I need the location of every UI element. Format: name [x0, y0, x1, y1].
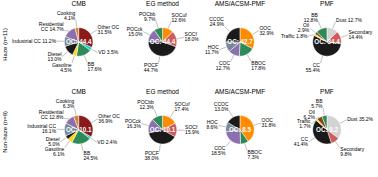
svg-text:Traffic 1.8%: Traffic 1.8% [281, 33, 308, 39]
svg-text:AMS/ACSM-PMF: AMS/ACSM-PMF [215, 88, 266, 95]
svg-text:CC55.4%: CC55.4% [306, 62, 321, 73]
svg-text:BB5.7%: BB5.7% [311, 98, 323, 109]
svg-text:HOC8.6%: HOC8.6% [206, 119, 218, 130]
svg-text:POCbb12.3%: POCbb12.3% [137, 99, 154, 110]
svg-text:POCF38.0%: POCF38.0% [145, 150, 160, 161]
svg-text:Diesel5.0%: Diesel5.0% [46, 136, 60, 147]
svg-text:Other OC36.9%: Other OC36.9% [98, 113, 120, 124]
svg-text:Gasoline6.1%: Gasoline6.1% [45, 146, 65, 157]
svg-text:Gasoline4.5%: Gasoline4.5% [52, 62, 72, 73]
svg-text:CC41.4%: CC41.4% [294, 136, 309, 147]
svg-text:OOC32.9%: OOC32.9% [259, 25, 274, 36]
svg-text:POCck15.0%: POCck15.0% [127, 26, 143, 37]
svg-text:EG method: EG method [146, 0, 179, 7]
svg-text:CCOC13.0%: CCOC13.0% [214, 101, 229, 112]
svg-text:SOCf15.9%: SOCf15.9% [185, 124, 200, 135]
svg-text:OC: 8.5: OC: 8.5 [229, 126, 251, 133]
svg-text:Oil2.9%: Oil2.9% [298, 22, 310, 33]
svg-text:CMB: CMB [71, 0, 85, 7]
svg-text:VD 3.5%: VD 3.5% [98, 49, 118, 55]
svg-text:Cooking6.3%: Cooking6.3% [56, 98, 75, 109]
svg-text:OC: 9.2: OC: 9.2 [316, 126, 338, 133]
svg-text:OC: 10.1: OC: 10.1 [66, 126, 92, 133]
svg-text:Secondary9.8%: Secondary9.8% [340, 146, 364, 157]
svg-text:Other OC31.5%: Other OC31.5% [98, 24, 120, 35]
svg-text:SOCuf12.6%: SOCuf12.6% [172, 12, 188, 23]
svg-text:VD 2.4%: VD 2.4% [97, 139, 117, 145]
svg-text:POCF44.7%: POCF44.7% [144, 62, 159, 73]
svg-text:PMF: PMF [320, 88, 334, 95]
svg-text:OC: 42.7: OC: 42.7 [227, 38, 253, 45]
svg-text:Industrial CC16.1%: Industrial CC16.1% [27, 123, 56, 134]
svg-text:OC: 34.4: OC: 34.4 [314, 38, 340, 45]
html-text:Non-haze (n=9): Non-haze (n=9) [1, 111, 8, 153]
svg-text:OOC31.8%: OOC31.8% [262, 117, 277, 128]
svg-text:BB24.5%: BB24.5% [84, 150, 99, 161]
svg-text:AMS/ACSM-PMF: AMS/ACSM-PMF [215, 0, 266, 7]
svg-text:COC18.5%: COC18.5% [211, 145, 226, 156]
svg-text:CMB: CMB [71, 88, 85, 95]
svg-text:Dust 35.2%: Dust 35.2% [347, 116, 373, 122]
svg-text:Secondary14.4%: Secondary14.4% [348, 29, 372, 40]
svg-text:Traffic1.7%: Traffic1.7% [297, 118, 311, 129]
svg-text:OC: 44.4: OC: 44.4 [66, 38, 92, 45]
svg-text:SOCuf17.4%: SOCuf17.4% [175, 101, 191, 112]
svg-text:POCbb9.7%: POCbb9.7% [139, 11, 156, 22]
svg-text:BB17.6%: BB17.6% [88, 61, 103, 72]
svg-text:HOC11.7%: HOC11.7% [205, 44, 219, 55]
svg-text:SOCf18.0%: SOCf18.0% [185, 31, 200, 42]
svg-text:COC12.7%: COC12.7% [216, 60, 231, 71]
svg-text:OC: 44.4: OC: 44.4 [150, 38, 176, 45]
svg-text:EG method: EG method [146, 88, 179, 95]
svg-text:ResidentialCC 14.7%: ResidentialCC 14.7% [39, 21, 64, 32]
svg-text:OC: 10.1: OC: 10.1 [150, 126, 176, 133]
svg-text:Cooking4.1%: Cooking4.1% [57, 10, 76, 21]
svg-text:BBOC17.8%: BBOC17.8% [251, 60, 266, 71]
svg-text:PMF: PMF [320, 0, 334, 7]
svg-text:BBOC7.3%: BBOC7.3% [248, 149, 263, 160]
svg-text:BB12.8%: BB12.8% [304, 12, 319, 23]
svg-text:Diesel13.0%: Diesel13.0% [47, 51, 62, 62]
svg-text:ResidentialCC 12.8%: ResidentialCC 12.8% [39, 109, 64, 120]
svg-text:CCOC24.9%: CCOC24.9% [209, 16, 224, 27]
html-text:Haze (n=11): Haze (n=11) [1, 27, 8, 61]
svg-text:Dust 12.7%: Dust 12.7% [336, 17, 362, 23]
svg-text:Oil6.2%: Oil6.2% [303, 109, 315, 120]
svg-text:POCck16.3%: POCck16.3% [125, 118, 141, 129]
svg-text:Industrial CC 11.2%: Industrial CC 11.2% [12, 38, 57, 44]
